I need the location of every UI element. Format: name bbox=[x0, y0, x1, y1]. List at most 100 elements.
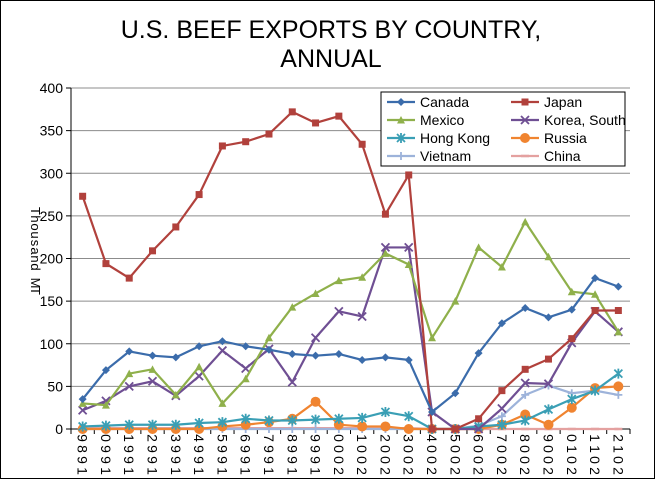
data-point bbox=[147, 376, 158, 386]
x-tick-labels: 9891099119912991399149915991699179918991… bbox=[70, 429, 631, 475]
x-tick-label-char: 2 bbox=[424, 467, 440, 475]
legend-item-mexico: Mexico bbox=[387, 112, 465, 128]
data-point bbox=[148, 351, 157, 360]
y-tick-label: 350 bbox=[40, 123, 64, 139]
y-tick-label: 250 bbox=[40, 208, 64, 224]
data-point bbox=[217, 417, 228, 428]
data-point bbox=[520, 378, 530, 388]
data-point bbox=[590, 385, 600, 396]
x-tick-label-char: 9 bbox=[75, 456, 91, 464]
x-tick-label-char: 9 bbox=[308, 456, 324, 464]
data-point bbox=[102, 260, 110, 268]
data-point bbox=[241, 363, 251, 374]
x-tick-label-char: 0 bbox=[331, 456, 347, 464]
data-point bbox=[357, 421, 368, 432]
data-point bbox=[451, 297, 460, 305]
data-point bbox=[497, 319, 506, 328]
data-point bbox=[101, 401, 110, 409]
data-point bbox=[194, 418, 204, 429]
x-tick-label-char: 0 bbox=[354, 456, 370, 464]
data-point bbox=[475, 415, 483, 423]
data-point bbox=[195, 342, 204, 351]
data-point bbox=[497, 263, 506, 271]
data-point bbox=[380, 421, 391, 432]
x-tick-label-char: 5 bbox=[447, 434, 463, 442]
data-point bbox=[148, 365, 157, 373]
legend-item-canada: Canada bbox=[387, 94, 469, 110]
data-point bbox=[241, 342, 250, 351]
data-point bbox=[544, 355, 552, 363]
data-point bbox=[147, 419, 158, 430]
data-point bbox=[404, 355, 413, 364]
data-point bbox=[78, 399, 87, 407]
data-point bbox=[101, 420, 111, 431]
data-point bbox=[125, 274, 133, 282]
chart-title-line-2: ANNUAL bbox=[280, 45, 382, 73]
x-tick-label-char: 0 bbox=[377, 445, 393, 453]
x-tick-label-char: 9 bbox=[261, 445, 277, 453]
data-point bbox=[380, 406, 391, 417]
data-point bbox=[397, 152, 405, 160]
legend-label: Korea, South bbox=[544, 112, 626, 128]
x-tick-label-char: 0 bbox=[610, 456, 626, 464]
data-point bbox=[172, 223, 180, 231]
data-point bbox=[381, 210, 389, 218]
legend-item-russia: Russia bbox=[511, 130, 587, 146]
x-tick-label-char: 0 bbox=[401, 445, 417, 453]
x-tick-label-char: 1 bbox=[587, 445, 603, 453]
series-canada bbox=[78, 274, 623, 416]
y-tick-label: 100 bbox=[40, 336, 64, 352]
data-point bbox=[613, 381, 624, 392]
data-point bbox=[566, 402, 577, 413]
data-point bbox=[380, 242, 391, 253]
legend-item-japan: Japan bbox=[511, 94, 582, 110]
x-tick-label-char: 2 bbox=[331, 467, 347, 475]
y-axis-label-char: d bbox=[28, 263, 43, 270]
x-tick-label-char: 0 bbox=[471, 456, 487, 464]
legend-label: Mexico bbox=[420, 112, 465, 128]
data-point bbox=[591, 307, 599, 315]
data-point bbox=[218, 337, 227, 346]
legend-label: Vietnam bbox=[420, 148, 471, 164]
data-point bbox=[473, 424, 484, 434]
x-tick-label-char: 0 bbox=[424, 456, 440, 464]
x-tick-label-char: 2 bbox=[377, 434, 393, 442]
data-point bbox=[497, 403, 507, 414]
x-tick-label-char: 0 bbox=[564, 456, 580, 464]
data-point bbox=[543, 379, 554, 389]
data-point bbox=[334, 349, 343, 358]
gridlines bbox=[71, 87, 630, 387]
data-point bbox=[335, 112, 343, 120]
data-point bbox=[310, 396, 321, 407]
x-tick-label-char: 9 bbox=[168, 456, 184, 464]
series-korea-south bbox=[78, 242, 623, 434]
x-tick-label-char: 9 bbox=[284, 456, 300, 464]
data-point bbox=[241, 374, 250, 383]
x-tick-label-char: 0 bbox=[377, 456, 393, 464]
y-axis-label-char: s bbox=[28, 240, 43, 247]
x-tick-label-char: 1 bbox=[284, 467, 300, 475]
legend: Canada Japan Mexico Korea, South Hong Kong Ru… bbox=[380, 91, 626, 167]
x-tick-label-char: 0 bbox=[564, 434, 580, 442]
x-tick-label-char: 7 bbox=[261, 434, 277, 442]
x-tick-label-char: 9 bbox=[214, 456, 230, 464]
x-tick-label-char: 9 bbox=[121, 445, 137, 453]
x-tick-label-char: 0 bbox=[540, 456, 556, 464]
legend-box bbox=[380, 91, 626, 167]
x-tick-label-char: 0 bbox=[494, 456, 510, 464]
legend-label: Japan bbox=[544, 94, 582, 110]
data-point bbox=[171, 419, 181, 430]
data-point bbox=[428, 425, 436, 433]
x-tick-label-char: 9 bbox=[238, 456, 254, 464]
x-tick-label-char: 3 bbox=[401, 434, 417, 442]
x-tick-label-char: 1 bbox=[191, 467, 207, 475]
x-tick-label-char: 0 bbox=[331, 434, 347, 442]
x-tick-label-char: 1 bbox=[587, 434, 603, 442]
data-point bbox=[358, 273, 367, 281]
data-point bbox=[171, 353, 180, 362]
x-tick-label-char: 9 bbox=[191, 456, 207, 464]
x-tick-label-char: 2 bbox=[494, 467, 510, 475]
data-point bbox=[474, 243, 483, 251]
data-point bbox=[497, 419, 507, 430]
x-tick-label-char: 1 bbox=[261, 467, 277, 475]
